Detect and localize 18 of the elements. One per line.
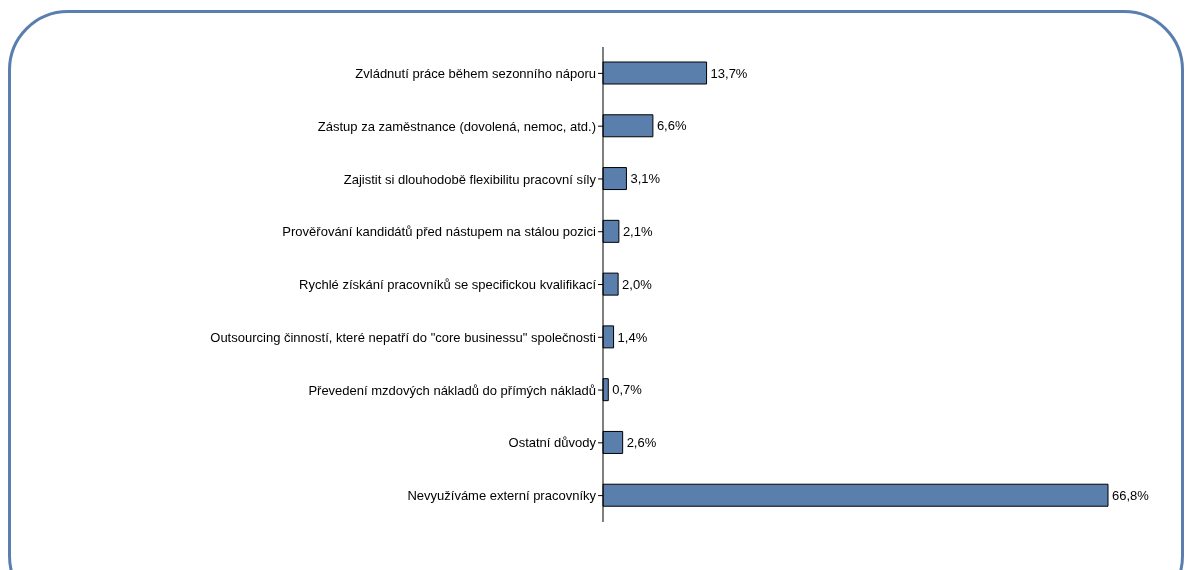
- data-label: 13,7%: [710, 65, 748, 81]
- y-tick-label: Rychlé získání pracovníků se specifickou kvalifikací: [299, 277, 597, 293]
- y-tick-label: Zajistit si dlouhodobě flexibilitu pracovní síly: [343, 171, 597, 187]
- y-tick-label: Zvládnutí práce během sezonního náporu: [355, 66, 596, 81]
- y-tick-label: Prověřování kandidátů před nástupem na stálou pozici: [282, 224, 597, 240]
- y-tick-label: Nevyužíváme externí pracovníky: [407, 488, 597, 504]
- data-label: 2,6%: [626, 435, 657, 451]
- data-label: 1,4%: [617, 329, 648, 345]
- data-label: 0,7%: [612, 382, 643, 398]
- data-label: 66,8%: [1112, 487, 1150, 503]
- data-label: 2,1%: [622, 223, 653, 239]
- data-label: 3,1%: [630, 171, 661, 187]
- data-label: 6,6%: [656, 118, 687, 134]
- y-tick-label: Ostatní důvody: [508, 435, 597, 451]
- y-tick-label: Převedení mzdových nákladů do přímých nákladů: [308, 382, 596, 398]
- y-tick-label: Outsourcing činností, které nepatří do "core businessu" společnosti: [210, 329, 597, 345]
- y-tick-label: Zástup za zaměstnance (dovolená, nemoc, atd.): [317, 118, 596, 134]
- data-label: 2,0%: [622, 276, 653, 292]
